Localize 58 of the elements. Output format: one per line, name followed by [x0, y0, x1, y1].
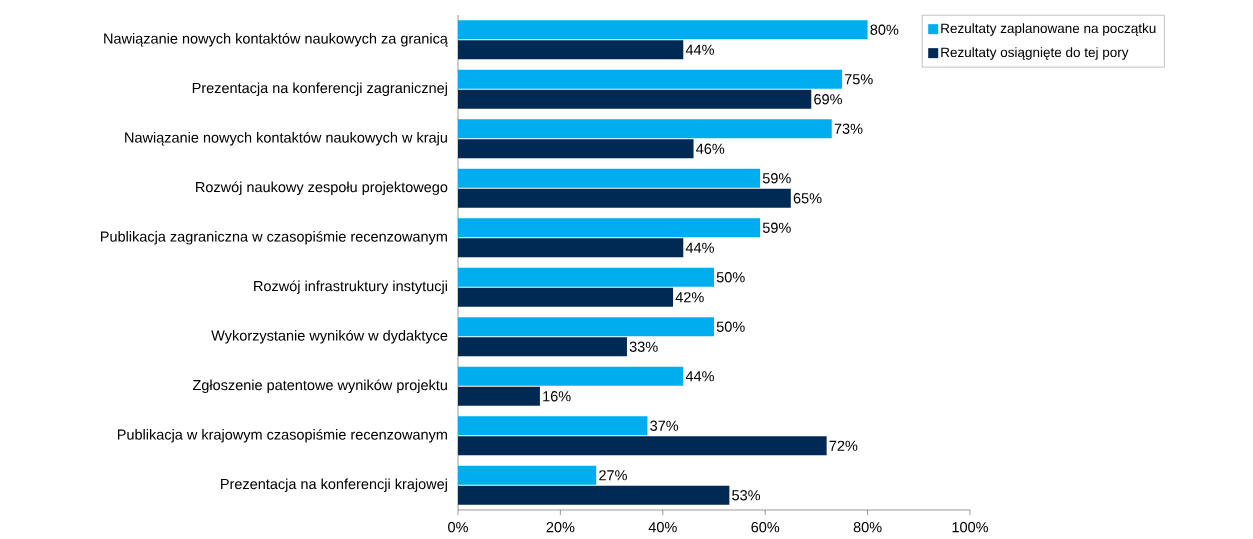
- data-label: 65%: [793, 193, 822, 204]
- y-tick-label: Zgłoszenie patentowe wyników projektu: [192, 379, 447, 394]
- data-label: 53%: [732, 490, 761, 501]
- y-tick-label: Publikacja w krajowym czasopiśmie recenzowanym: [117, 428, 447, 443]
- bar: [458, 89, 812, 109]
- data-label: 44%: [685, 371, 714, 382]
- x-tick-label: 20%: [546, 522, 575, 533]
- data-label: 44%: [685, 44, 714, 55]
- bar: [458, 337, 627, 357]
- y-tick-label: Nawiązanie nowych kontaktów naukowych w kraju: [125, 131, 447, 146]
- bar: [458, 218, 761, 238]
- data-label: 44%: [685, 242, 714, 253]
- bar: [458, 20, 868, 40]
- bar: [458, 267, 714, 287]
- x-tick-label: 80%: [853, 522, 882, 533]
- data-label: 80%: [870, 24, 899, 35]
- data-label: 73%: [834, 123, 863, 134]
- bar: [458, 188, 791, 208]
- data-label: 75%: [844, 74, 873, 85]
- data-label: 16%: [543, 391, 571, 402]
- bar: [458, 287, 674, 307]
- data-label: 59%: [762, 173, 791, 184]
- x-tick-label: 40%: [648, 522, 677, 533]
- bar: [458, 485, 730, 505]
- x-tick-label: 60%: [751, 522, 780, 533]
- bar: [458, 119, 832, 139]
- bar: [458, 168, 761, 188]
- data-label: 72%: [829, 440, 858, 451]
- bar: [458, 139, 694, 159]
- bar: [458, 40, 684, 60]
- bar: [458, 69, 842, 89]
- data-label: 33%: [629, 341, 658, 352]
- data-label: 46%: [696, 143, 725, 154]
- data-label: 37%: [650, 420, 679, 431]
- y-tick-label: Prezentacja na konferencji zagranicznej: [192, 82, 447, 97]
- x-tick-label: 0%: [448, 522, 468, 533]
- bar: [458, 465, 597, 485]
- y-tick-label: Wykorzystanie wyników w dydaktyce: [211, 329, 448, 344]
- bar: [458, 366, 684, 386]
- data-label: 50%: [716, 272, 745, 283]
- legend-label: Rezultaty osiągnięte do tej pory: [941, 47, 1129, 60]
- bar: [458, 436, 827, 456]
- data-label: 59%: [762, 222, 791, 233]
- bar: [458, 416, 648, 436]
- data-label: 42%: [675, 292, 704, 303]
- data-label: 50%: [716, 321, 745, 332]
- data-label: 27%: [599, 470, 627, 481]
- data-label: 69%: [814, 94, 842, 105]
- bar: [458, 386, 540, 406]
- y-tick-label: Nawiązanie nowych kontaktów naukowych za granicą: [104, 32, 448, 47]
- y-tick-label: Prezentacja na konferencji krajowej: [221, 478, 447, 493]
- bar: [458, 317, 714, 337]
- y-tick-label: Rozwój infrastruktury instytucji: [254, 280, 447, 295]
- bar: [458, 238, 684, 258]
- y-tick-label: Rozwój naukowy zespołu projektowego: [196, 181, 448, 196]
- legend-label: Rezultaty zaplanowane na początku: [941, 23, 1156, 36]
- y-tick-label: Publikacja zagraniczna w czasopiśmie recenzowanym: [101, 230, 447, 245]
- x-tick-label: 100%: [952, 522, 989, 533]
